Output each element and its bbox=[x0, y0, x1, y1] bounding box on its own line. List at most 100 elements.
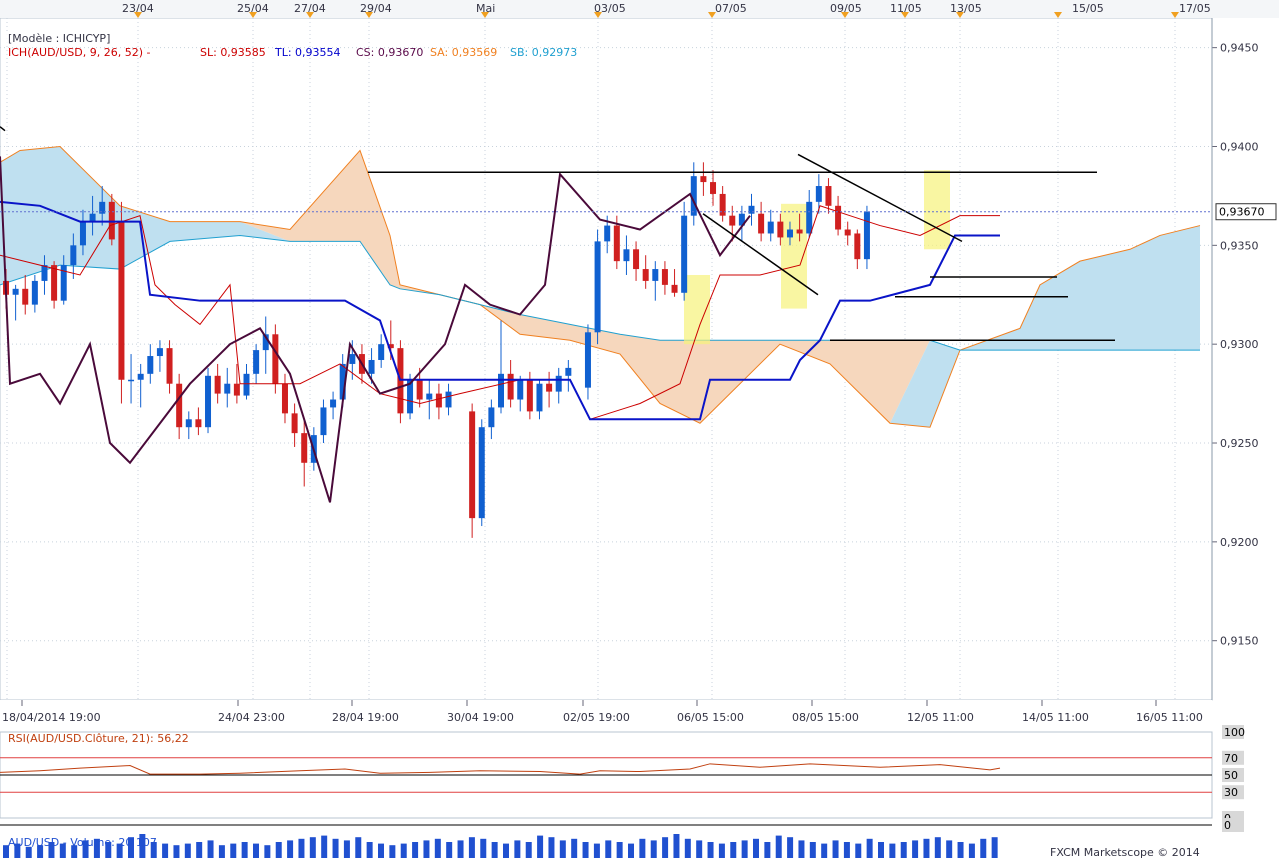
trendline[interactable] bbox=[0, 126, 6, 132]
top-date-label: 23/04 bbox=[122, 2, 154, 15]
bullish-candle[interactable] bbox=[99, 201, 106, 214]
bullish-candle[interactable] bbox=[604, 225, 611, 242]
price-label: 0,9350 bbox=[1220, 239, 1259, 252]
bearish-candle[interactable] bbox=[176, 383, 183, 428]
volume-bar bbox=[264, 845, 271, 858]
bullish-candle[interactable] bbox=[584, 332, 591, 388]
bullish-candle[interactable] bbox=[205, 375, 212, 428]
volume-bar bbox=[82, 840, 89, 858]
senkou-span-b-line bbox=[0, 234, 1200, 351]
bearish-candle[interactable] bbox=[435, 393, 442, 408]
bearish-candle[interactable] bbox=[507, 373, 514, 400]
bearish-candle[interactable] bbox=[700, 176, 707, 183]
bearish-candle[interactable] bbox=[729, 215, 736, 226]
bearish-candle[interactable] bbox=[661, 269, 668, 285]
volume-bar bbox=[707, 842, 714, 858]
bearish-candle[interactable] bbox=[291, 413, 298, 434]
bearish-candle[interactable] bbox=[633, 249, 640, 270]
bullish-candle[interactable] bbox=[378, 344, 385, 360]
volume-bar bbox=[389, 845, 396, 858]
bullish-candle[interactable] bbox=[681, 215, 688, 293]
bullish-candle[interactable] bbox=[128, 379, 135, 382]
bullish-candle[interactable] bbox=[786, 229, 793, 238]
bullish-candle[interactable] bbox=[863, 211, 870, 260]
bullish-candle[interactable] bbox=[445, 391, 452, 408]
bullish-candle[interactable] bbox=[60, 265, 67, 301]
bullish-candle[interactable] bbox=[79, 221, 86, 246]
bullish-candle[interactable] bbox=[70, 245, 77, 266]
bullish-candle[interactable] bbox=[339, 363, 346, 400]
bullish-candle[interactable] bbox=[407, 379, 414, 414]
bullish-candle[interactable] bbox=[185, 419, 192, 428]
volume-bar bbox=[525, 842, 532, 858]
bullish-candle[interactable] bbox=[147, 356, 154, 374]
bullish-candle[interactable] bbox=[156, 348, 163, 357]
bullish-candle[interactable] bbox=[243, 373, 250, 396]
bearish-candle[interactable] bbox=[546, 383, 553, 392]
bearish-candle[interactable] bbox=[671, 284, 678, 293]
bearish-candle[interactable] bbox=[195, 419, 202, 428]
bullish-candle[interactable] bbox=[478, 427, 485, 519]
bullish-candle[interactable] bbox=[349, 354, 356, 364]
rsi-level-tag bbox=[1222, 750, 1244, 765]
bearish-candle[interactable] bbox=[526, 379, 533, 412]
bullish-candle[interactable] bbox=[806, 201, 813, 234]
bearish-candle[interactable] bbox=[387, 344, 394, 349]
bearish-candle[interactable] bbox=[281, 383, 288, 414]
bullish-candle[interactable] bbox=[565, 367, 572, 376]
bullish-candle[interactable] bbox=[498, 373, 504, 408]
bearish-candle[interactable] bbox=[51, 265, 58, 301]
bullish-candle[interactable] bbox=[517, 379, 524, 400]
bullish-candle[interactable] bbox=[426, 393, 433, 400]
trendline[interactable] bbox=[797, 153, 963, 243]
bullish-candle[interactable] bbox=[89, 213, 96, 222]
bearish-candle[interactable] bbox=[416, 379, 423, 400]
bearish-candle[interactable] bbox=[469, 411, 476, 519]
price-plot-area[interactable] bbox=[0, 17, 1213, 701]
bearish-candle[interactable] bbox=[613, 225, 620, 262]
bullish-candle[interactable] bbox=[31, 280, 38, 305]
bearish-candle[interactable] bbox=[835, 205, 842, 230]
bearish-candle[interactable] bbox=[233, 383, 240, 396]
bullish-candle[interactable] bbox=[41, 265, 48, 281]
bullish-candle[interactable] bbox=[748, 205, 755, 214]
bearish-candle[interactable] bbox=[796, 229, 803, 234]
bullish-candle[interactable] bbox=[738, 213, 745, 226]
bearish-candle[interactable] bbox=[22, 288, 29, 305]
bearish-candle[interactable] bbox=[214, 375, 221, 394]
bearish-candle[interactable] bbox=[301, 433, 308, 463]
bearish-candle[interactable] bbox=[844, 229, 851, 236]
bullish-candle[interactable] bbox=[12, 288, 19, 295]
bullish-candle[interactable] bbox=[137, 373, 144, 380]
bearish-candle[interactable] bbox=[719, 193, 726, 216]
volume-bar bbox=[253, 843, 259, 858]
bullish-candle[interactable] bbox=[320, 407, 327, 436]
bearish-candle[interactable] bbox=[118, 221, 125, 380]
bullish-candle[interactable] bbox=[594, 241, 601, 333]
bullish-candle[interactable] bbox=[623, 249, 630, 262]
bearish-candle[interactable] bbox=[272, 334, 279, 384]
bearish-candle[interactable] bbox=[777, 221, 784, 238]
bullish-candle[interactable] bbox=[555, 375, 562, 392]
bullish-candle[interactable] bbox=[690, 176, 697, 216]
bearish-candle[interactable] bbox=[710, 182, 717, 194]
bullish-candle[interactable] bbox=[488, 407, 495, 428]
trendline[interactable] bbox=[702, 213, 819, 296]
bullish-candle[interactable] bbox=[767, 221, 774, 234]
bullish-candle[interactable] bbox=[330, 399, 337, 408]
bearish-candle[interactable] bbox=[854, 233, 861, 260]
bullish-candle[interactable] bbox=[224, 383, 231, 394]
bullish-candle[interactable] bbox=[652, 269, 659, 281]
bullish-candle[interactable] bbox=[262, 334, 269, 351]
bearish-candle[interactable] bbox=[642, 269, 649, 281]
bullish-candle[interactable] bbox=[368, 359, 375, 374]
volume-bar bbox=[48, 842, 55, 858]
bearish-candle[interactable] bbox=[758, 213, 765, 234]
bullish-candle[interactable] bbox=[536, 383, 543, 412]
bullish-candle[interactable] bbox=[815, 186, 822, 202]
bullish-candle[interactable] bbox=[253, 350, 260, 374]
bearish-candle[interactable] bbox=[825, 186, 832, 206]
bearish-candle[interactable] bbox=[166, 348, 173, 384]
